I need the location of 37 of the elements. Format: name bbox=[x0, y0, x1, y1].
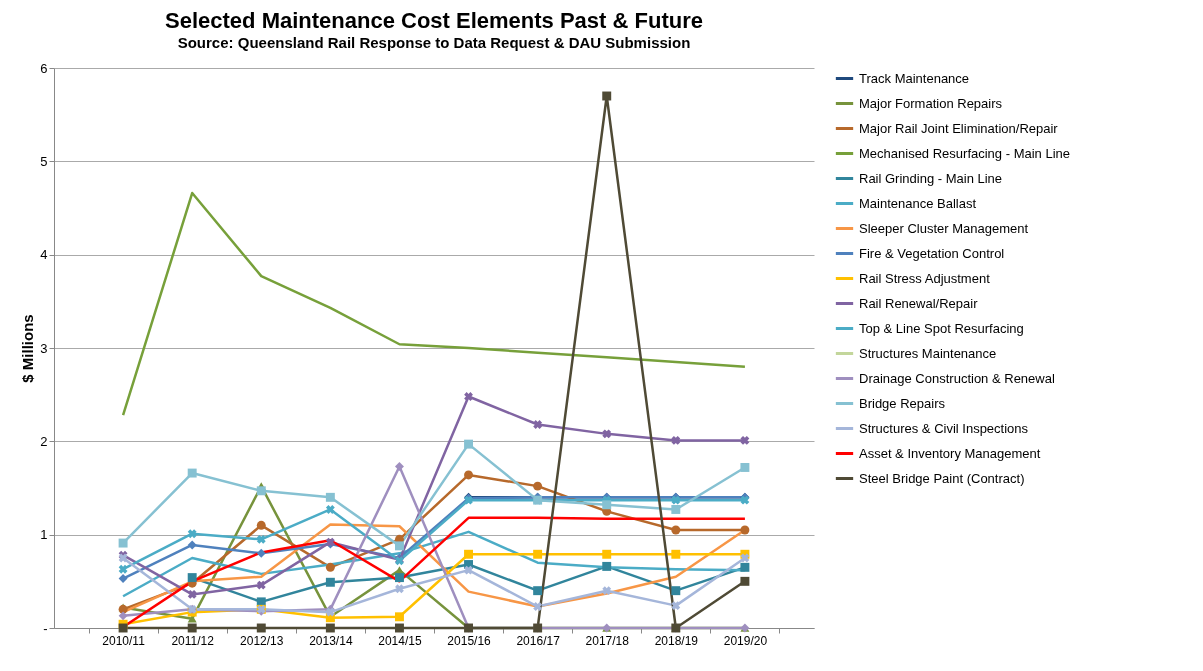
legend-label: Structures & Civil Inspections bbox=[859, 420, 1029, 436]
y-tick-label: 1 bbox=[40, 527, 48, 543]
legend-label: Sleeper Cluster Management bbox=[859, 220, 1029, 236]
x-tick-label: 2018/19 bbox=[654, 633, 699, 648]
legend-label: Bridge Repairs bbox=[859, 395, 946, 411]
y-tick-label: 5 bbox=[40, 153, 48, 169]
legend-label: Fire & Vegetation Control bbox=[859, 245, 1005, 261]
x-tick-label: 2015/16 bbox=[447, 633, 492, 648]
legend-label: Rail Renewal/Repair bbox=[859, 295, 979, 311]
x-tick-label: 2013/14 bbox=[309, 633, 353, 648]
legend-label: Structures Maintenance bbox=[859, 345, 997, 361]
y-tick-label: 3 bbox=[40, 340, 48, 356]
x-tick-label: 2011/12 bbox=[171, 633, 215, 648]
y-axis-title: $ Millions bbox=[19, 314, 37, 383]
x-tick-label: 2014/15 bbox=[378, 633, 422, 648]
legend-label: Asset & Inventory Management bbox=[859, 445, 1041, 461]
x-tick-label: 2017/18 bbox=[585, 633, 630, 648]
y-tick-label: 2 bbox=[40, 433, 48, 449]
x-tick-label: 2010/11 bbox=[102, 633, 146, 648]
legend-label: Steel Bridge Paint (Contract) bbox=[859, 470, 1025, 486]
chart-title: Selected Maintenance Cost Elements Past & Future bbox=[165, 8, 703, 33]
legend-label: Major Formation Repairs bbox=[859, 95, 1003, 111]
legend-label: Maintenance Ballast bbox=[859, 195, 977, 211]
y-tick-label: 6 bbox=[40, 60, 48, 76]
y-tick-label: 4 bbox=[40, 247, 48, 263]
legend-label: Drainage Construction & Renewal bbox=[859, 370, 1055, 386]
x-tick-label: 2019/20 bbox=[723, 633, 768, 648]
legend-label: Major Rail Joint Elimination/Repair bbox=[859, 120, 1059, 136]
x-tick-label: 2012/13 bbox=[240, 633, 284, 648]
legend-label: Mechanised Resurfacing - Main Line bbox=[859, 145, 1070, 161]
legend-label: Top & Line Spot Resurfacing bbox=[859, 320, 1024, 336]
legend-label: Track Maintenance bbox=[859, 70, 970, 86]
chart-subtitle: Source: Queensland Rail Response to Data Request & DAU Submission bbox=[177, 34, 691, 51]
legend-label: Rail Grinding - Main Line bbox=[859, 170, 1003, 186]
legend-label: Rail Stress Adjustment bbox=[859, 270, 991, 286]
y-tick-label: - bbox=[43, 620, 48, 636]
x-tick-label: 2016/17 bbox=[516, 633, 561, 648]
